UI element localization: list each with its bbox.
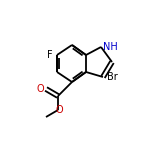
Text: Br: Br — [107, 72, 118, 82]
Text: O: O — [36, 84, 44, 94]
Text: O: O — [55, 105, 63, 115]
Text: F: F — [47, 50, 53, 60]
Text: NH: NH — [103, 42, 118, 52]
